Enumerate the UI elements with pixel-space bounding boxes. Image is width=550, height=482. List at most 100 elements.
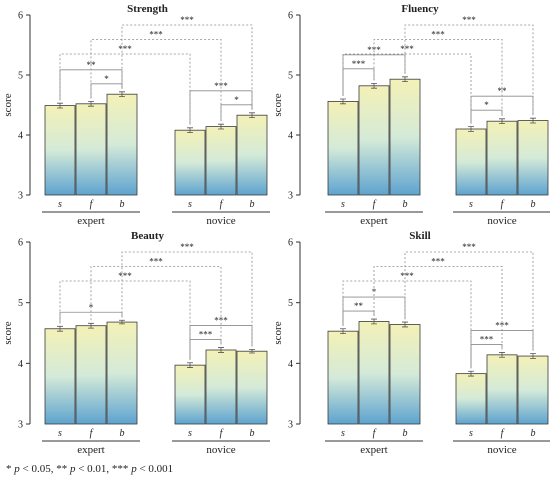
significance-bracket xyxy=(121,251,253,347)
y-tick-label: 6 xyxy=(288,11,293,22)
bar-expert-f xyxy=(75,325,107,425)
y-tick-label: 6 xyxy=(18,11,23,22)
y-tick-label: 3 xyxy=(288,191,293,202)
x-tick-label: f xyxy=(90,428,94,439)
x-tick-label: f xyxy=(220,428,224,439)
group-label: expert xyxy=(360,215,387,227)
error-bar xyxy=(218,347,224,353)
significance-label: * xyxy=(234,95,239,105)
y-axis-label: score xyxy=(272,93,284,116)
group-label: novice xyxy=(206,444,235,456)
p-symbol: p xyxy=(14,463,20,475)
y-tick-label: 4 xyxy=(18,131,23,142)
x-tick-label: s xyxy=(341,428,345,439)
error-bar xyxy=(88,101,94,107)
x-tick-label: s xyxy=(58,428,62,439)
error-bar xyxy=(88,322,94,329)
error-bar xyxy=(187,127,193,133)
y-axis-label: score xyxy=(2,321,14,344)
bar-novice-b xyxy=(236,350,268,425)
chart-title: Strength xyxy=(127,3,168,15)
significance-label: *** xyxy=(431,30,445,40)
significance-label: *** xyxy=(118,44,132,54)
x-tick-label: f xyxy=(373,428,377,439)
significance-footnote: * p < 0.05, ** p < 0.01, *** p < 0.001 xyxy=(6,463,173,475)
y-axis-label: score xyxy=(272,321,284,344)
significance-label: *** xyxy=(180,15,194,25)
x-tick-label: b xyxy=(120,199,125,210)
bar-expert-s xyxy=(327,330,359,425)
significance-label: *** xyxy=(199,330,213,340)
bar-novice-s xyxy=(174,129,206,196)
footnote-text: < 0.01, *** xyxy=(75,463,132,475)
bar-novice-b xyxy=(236,114,268,196)
group-label: novice xyxy=(487,215,516,227)
bar-expert-s xyxy=(327,101,359,196)
y-tick-label: 4 xyxy=(288,359,293,370)
error-bar xyxy=(249,112,255,118)
error-bar xyxy=(530,117,536,124)
significance-label: * xyxy=(484,100,489,110)
x-tick-label: b xyxy=(403,199,408,210)
y-tick-label: 5 xyxy=(18,71,23,82)
y-tick-label: 4 xyxy=(288,131,293,142)
error-bar xyxy=(371,318,377,325)
significance-label: *** xyxy=(367,45,381,55)
chart-title: Fluency xyxy=(401,3,439,15)
error-bar xyxy=(468,126,474,132)
error-bar xyxy=(371,83,377,89)
bar-novice-f xyxy=(486,120,518,196)
x-tick-label: b xyxy=(403,428,408,439)
x-tick-label: f xyxy=(501,428,505,439)
significance-label: *** xyxy=(352,59,366,69)
x-tick-label: f xyxy=(90,199,94,210)
significance-label: *** xyxy=(480,334,494,344)
y-tick-label: 4 xyxy=(18,359,23,370)
x-tick-label: s xyxy=(58,199,62,210)
bar-expert-b xyxy=(389,324,421,425)
p-symbol: p xyxy=(69,463,76,475)
bar-expert-f xyxy=(75,103,107,196)
error-bar xyxy=(218,123,224,130)
error-bar xyxy=(57,102,63,109)
significance-label: *** xyxy=(214,81,228,91)
bar-novice-s xyxy=(455,373,487,425)
significance-label: ** xyxy=(354,301,364,311)
significance-bracket xyxy=(404,24,534,116)
y-tick-label: 5 xyxy=(288,71,293,82)
significance-bracket xyxy=(342,296,406,326)
error-bar xyxy=(187,362,193,368)
chart-title: Beauty xyxy=(131,230,165,242)
bar-expert-f xyxy=(358,85,390,196)
y-tick-label: 5 xyxy=(18,298,23,309)
bar-expert-s xyxy=(44,328,76,425)
x-tick-label: b xyxy=(531,428,536,439)
significance-label: *** xyxy=(462,242,476,252)
error-bar xyxy=(340,98,346,105)
bar-novice-f xyxy=(205,126,237,196)
significance-label: *** xyxy=(149,257,163,267)
x-tick-label: s xyxy=(469,199,473,210)
bar-expert-f xyxy=(358,321,390,425)
footnote-text: < 0.001 xyxy=(136,463,174,475)
significance-bracket xyxy=(59,280,191,360)
bar-novice-s xyxy=(174,364,206,425)
group-label: expert xyxy=(77,215,104,227)
bar-novice-b xyxy=(517,120,549,196)
x-tick-label: b xyxy=(531,199,536,210)
p-symbol: p xyxy=(131,463,137,475)
significance-bracket xyxy=(373,266,503,350)
x-tick-label: b xyxy=(250,199,255,210)
bar-novice-f xyxy=(486,354,518,425)
significance-label: *** xyxy=(149,30,163,40)
chart-title: Skill xyxy=(409,230,430,242)
x-tick-label: f xyxy=(501,199,505,210)
error-bar xyxy=(119,91,125,97)
y-tick-label: 6 xyxy=(288,238,293,249)
group-label: novice xyxy=(487,444,516,456)
y-tick-label: 5 xyxy=(288,298,293,309)
